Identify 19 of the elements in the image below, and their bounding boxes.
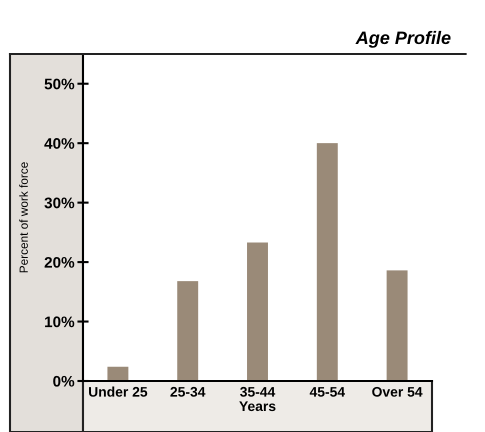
bar xyxy=(316,143,338,381)
chart-title: Age Profile xyxy=(355,30,451,48)
x-axis-title: Years xyxy=(239,401,276,412)
y-tick-label: 50% xyxy=(44,78,74,90)
x-tick-label: 45-54 xyxy=(310,387,345,397)
y-tick-label: 30% xyxy=(44,198,74,208)
y-tick-label: 0% xyxy=(53,376,74,387)
y-axis-title: Percent of work force xyxy=(19,162,28,272)
bar xyxy=(247,242,268,381)
x-tick-label: 25-34 xyxy=(170,386,206,397)
x-tick-label: Over 54 xyxy=(372,386,423,397)
bar xyxy=(386,270,408,381)
x-tick-label: 35-44 xyxy=(240,386,276,397)
bar xyxy=(177,281,198,381)
x-tick-label: Under 25 xyxy=(89,386,148,397)
y-tick-label: 20% xyxy=(44,256,74,268)
y-tick-label: 40% xyxy=(44,138,74,149)
y-tick-label: 10% xyxy=(45,316,74,328)
bar xyxy=(107,366,128,381)
